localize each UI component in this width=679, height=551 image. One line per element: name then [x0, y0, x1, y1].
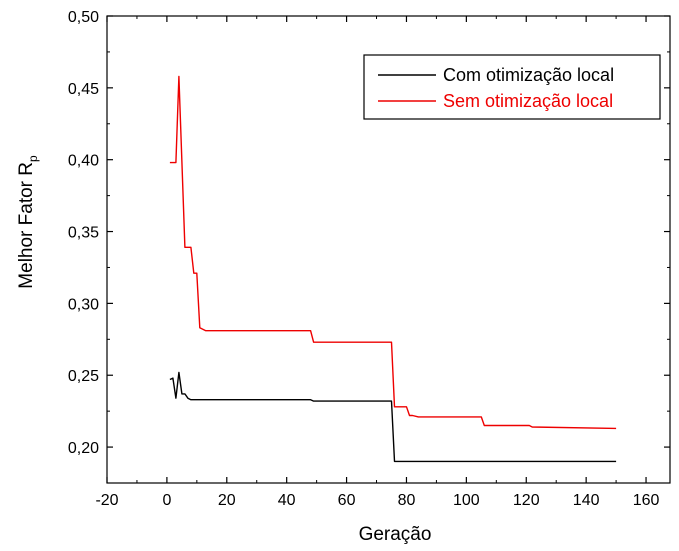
y-tick-label: 0,50: [68, 9, 99, 26]
legend-box: [363, 54, 661, 120]
legend: Com otimização local Sem otimização loca…: [363, 54, 661, 120]
x-axis-title: Geração: [359, 524, 432, 545]
x-tick-label: 80: [398, 492, 416, 509]
x-tick-label: 100: [453, 492, 480, 509]
x-tick-label: 120: [513, 492, 540, 509]
series-line-0: [169, 371, 617, 463]
x-tick-label: 20: [218, 492, 236, 509]
y-axis-title-main: Melhor Fator R: [16, 162, 37, 289]
x-tick-label: 40: [278, 492, 296, 509]
y-tick-label: 0,35: [68, 225, 99, 242]
y-tick-label: 0,45: [68, 81, 99, 98]
x-tick-label: 60: [338, 492, 356, 509]
y-tick-label: 0,25: [68, 368, 99, 385]
y-tick-label: 0,40: [68, 153, 99, 170]
x-tick-label: 140: [573, 492, 600, 509]
x-tick-label: -20: [95, 492, 118, 509]
plot-area: [106, 15, 671, 484]
legend-label-sem-otimizacao: Sem otimização local: [443, 91, 613, 111]
y-tick-label: 0,20: [68, 440, 99, 457]
series-layer: [169, 75, 617, 463]
plot-frame: [106, 15, 671, 484]
y-axis-title: Melhor Fator Rp: [16, 155, 40, 289]
y-tick-label: 0,30: [68, 296, 99, 313]
axes: -20 0 20 40 60 80 100 120 140 160 0,20 0,25 0,30 0,35…: [68, 9, 670, 509]
x-tick-label: 160: [633, 492, 660, 509]
y-axis-title-subscript: p: [26, 155, 40, 162]
legend-label-com-otimizacao: Com otimização local: [443, 65, 614, 85]
series-line-1: [169, 75, 617, 430]
x-tick-label: 0: [162, 492, 171, 509]
